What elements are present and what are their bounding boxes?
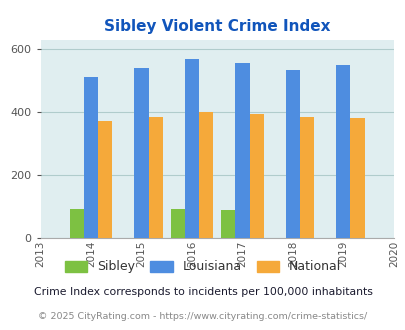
- Bar: [249, 114, 263, 238]
- Bar: [84, 77, 98, 238]
- Bar: [221, 210, 235, 238]
- Bar: [70, 209, 84, 238]
- Bar: [350, 118, 364, 238]
- Bar: [285, 70, 299, 238]
- Text: © 2025 CityRating.com - https://www.cityrating.com/crime-statistics/: © 2025 CityRating.com - https://www.city…: [38, 312, 367, 321]
- Bar: [198, 112, 213, 238]
- Bar: [335, 65, 350, 238]
- Bar: [235, 63, 249, 238]
- Title: Sibley Violent Crime Index: Sibley Violent Crime Index: [104, 19, 330, 34]
- Legend: Sibley, Louisiana, National: Sibley, Louisiana, National: [60, 255, 345, 279]
- Bar: [171, 209, 184, 238]
- Bar: [98, 121, 112, 238]
- Bar: [148, 117, 162, 238]
- Bar: [299, 117, 313, 238]
- Bar: [184, 59, 198, 238]
- Text: Crime Index corresponds to incidents per 100,000 inhabitants: Crime Index corresponds to incidents per…: [34, 287, 371, 297]
- Bar: [134, 68, 148, 238]
